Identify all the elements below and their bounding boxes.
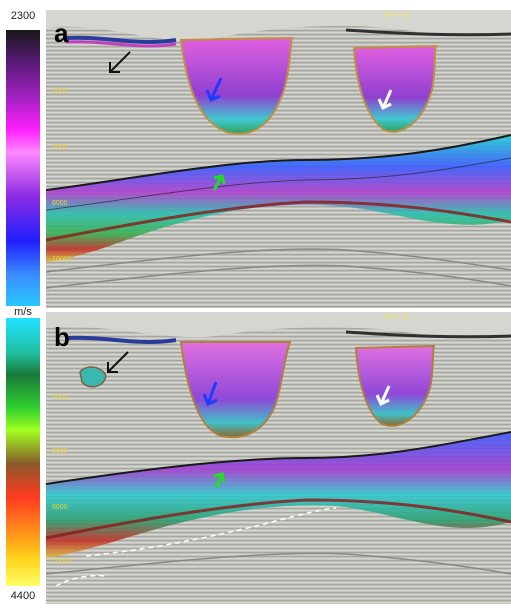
panel-a-direction-label: N <-> S — [384, 12, 409, 19]
panel-b-depth-label-4: 10000 — [52, 558, 72, 565]
green-arrow-a — [212, 174, 226, 191]
blue-arrow-a — [205, 77, 223, 103]
colorbar-bottom-value: 4400 — [10, 590, 36, 602]
panel-b-depth-label-1: 4000 — [52, 394, 68, 401]
seismic-image-b — [46, 312, 511, 604]
panel-b-letter: b — [54, 322, 70, 352]
seismic-panel-a: a N <-> S 3000 5000 6000 10000 — [46, 10, 511, 308]
green-arrow-b — [213, 472, 226, 489]
black-arrow-a — [109, 51, 131, 73]
panel-b-direction-label: N <-> S — [384, 314, 409, 321]
panel-b-depth-label-2: 6000 — [52, 448, 68, 455]
panel-a-letter: a — [54, 18, 69, 48]
velocity-colorbar: 2300 m/s 4400 — [0, 0, 46, 608]
blue-arrow-b — [202, 381, 218, 407]
colorbar-unit: m/s — [0, 306, 46, 318]
panel-a-depth-label-4: 10000 — [52, 256, 72, 263]
panel-a-depth-label-3: 6000 — [52, 200, 68, 207]
panel-a-depth-label-2: 5000 — [52, 144, 68, 151]
colorbar-top-value: 2300 — [10, 10, 36, 22]
black-arrow-b — [107, 351, 129, 373]
white-arrow-a — [377, 89, 393, 111]
seismic-panel-b: b N <-> S 4000 6000 8000 10000 — [46, 312, 511, 604]
panel-b-depth-label-3: 8000 — [52, 504, 68, 511]
seismic-image-a — [46, 10, 511, 308]
white-arrow-b — [375, 385, 391, 407]
panel-a-depth-label-1: 3000 — [52, 88, 68, 95]
